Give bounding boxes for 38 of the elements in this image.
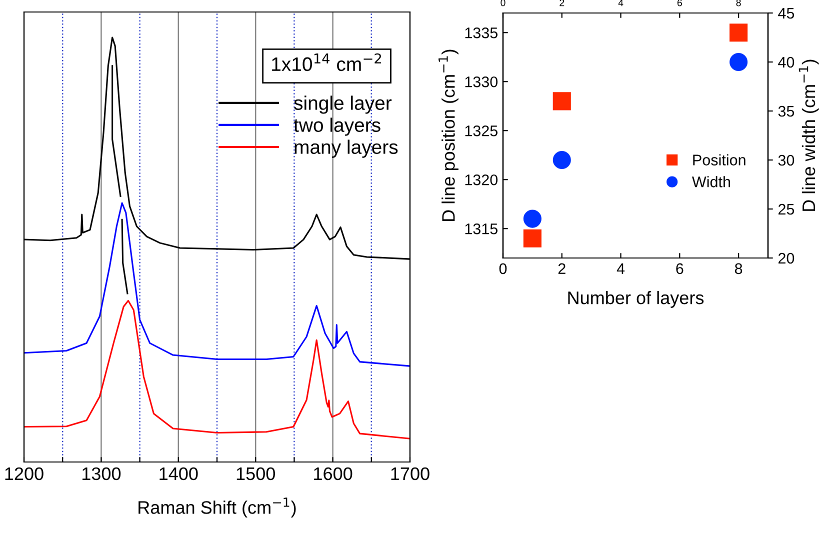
y-tick-label: 1330 — [465, 76, 498, 88]
x-tick-label: 1400 — [160, 467, 198, 480]
y2-tick-label: 35 — [778, 106, 794, 117]
point — [730, 52, 748, 72]
y2-tick-label: 40 — [778, 56, 794, 68]
point — [552, 92, 571, 110]
legend-label: single layer — [294, 96, 392, 114]
x-tick-label: 1600 — [314, 467, 352, 480]
legend-label: Width — [692, 176, 730, 188]
y2-tick-label: 45 — [778, 8, 794, 19]
point — [523, 210, 542, 228]
x-tick-label: 8 — [734, 263, 742, 274]
x-tick-label: 0 — [499, 263, 507, 274]
x-tick-label: 6 — [676, 263, 684, 274]
y-tick-label: 1325 — [465, 125, 498, 136]
y-tick-label: 1315 — [465, 223, 498, 234]
y2-tick-label: 25 — [778, 204, 794, 215]
y2-tick-label: 20 — [778, 252, 794, 264]
y-tick-label: 1320 — [465, 174, 498, 186]
x-tick-label: 1300 — [82, 467, 121, 480]
point — [523, 229, 542, 248]
point — [730, 24, 748, 42]
legend-label: Position — [693, 154, 746, 166]
y2-axis-title: D line width (cm$^{−1}$) — [798, 60, 819, 211]
annotation: 1x10$^{14}$ cm$^{−2}$ — [272, 53, 381, 72]
point — [552, 150, 571, 170]
y-axis-title: D line position (cm$^{−1}$) — [438, 50, 458, 221]
y2-tick-label: 30 — [778, 154, 794, 166]
x-tick-label: 4 — [616, 263, 625, 274]
legend-label: many layers — [294, 140, 398, 158]
y-tick-label: 1335 — [465, 27, 498, 38]
x-tick-label: 1700 — [391, 467, 430, 480]
x-tick-label: 1500 — [236, 467, 275, 480]
x-tick-label: 1200 — [5, 467, 44, 480]
legend-label: two layers — [294, 118, 380, 136]
x-tick-label: 2 — [558, 263, 566, 274]
x-axis-title: Number of layers — [568, 290, 704, 308]
x-axis-title: Raman Shift (cm$^{−1}$) — [138, 498, 296, 518]
